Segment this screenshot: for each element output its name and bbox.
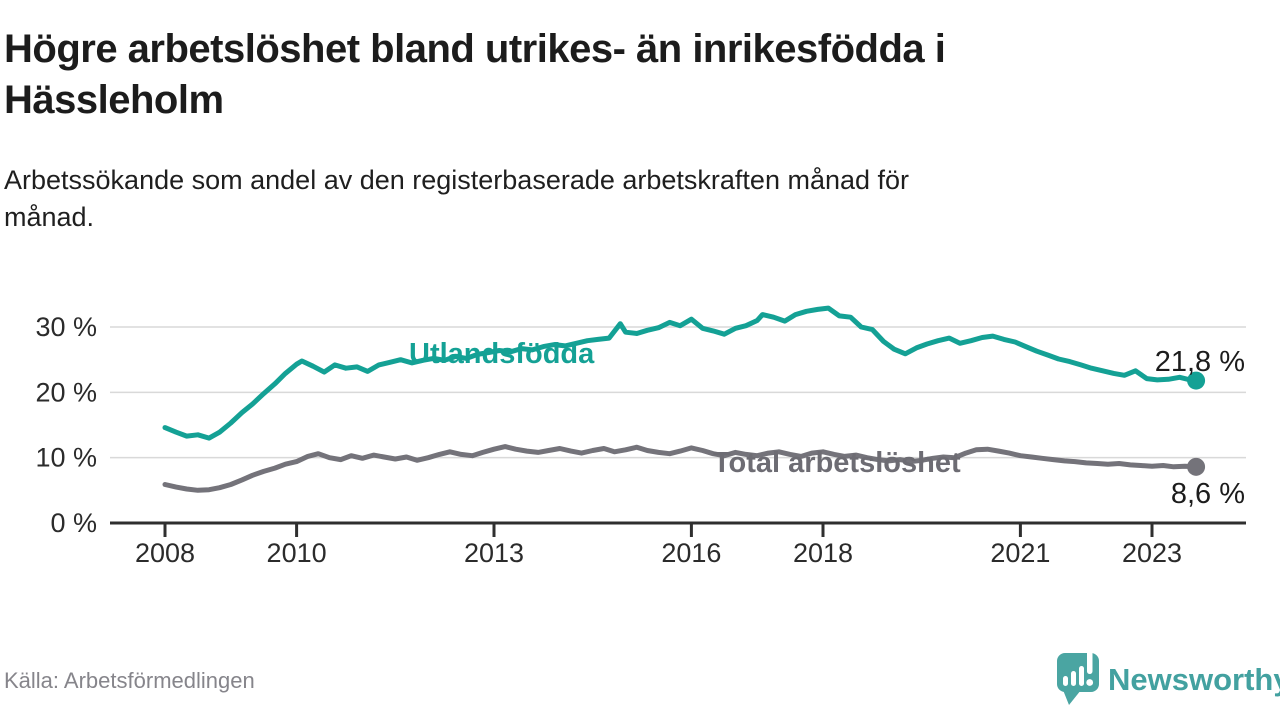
logo-exclamation-stem-icon <box>1087 650 1093 674</box>
title-line-1: Högre arbetslöshet bland utrikes- än inr… <box>4 27 946 71</box>
x-tick-label-2021: 2021 <box>990 538 1050 568</box>
chart-subtitle: Arbetssökande som andel av den registerb… <box>4 162 1224 236</box>
source-note: Källa: Arbetsförmedlingen <box>4 668 255 693</box>
title-line-2: Hässleholm <box>4 78 224 122</box>
x-tick-label-2010: 2010 <box>267 538 327 568</box>
x-tick-label-2016: 2016 <box>661 538 721 568</box>
series-label-total-arbetsloshet: Total arbetslöshet <box>713 447 961 479</box>
newsworthy-logo-icon <box>1057 650 1099 705</box>
logo-bar-small-icon <box>1063 676 1068 686</box>
logo-bar-tall-icon <box>1079 666 1084 686</box>
y-tick-label-30: 30 % <box>35 312 97 342</box>
subtitle-line-1: Arbetssökande som andel av den registerb… <box>4 165 910 195</box>
end-dot-total-arbetsloshet <box>1187 457 1206 476</box>
logo-exclamation-dot-icon <box>1086 679 1094 686</box>
subtitle-line-2: månad. <box>4 202 95 232</box>
x-tick-label-2023: 2023 <box>1122 538 1182 568</box>
newsworthy-logo: Newsworthy <box>1056 648 1280 708</box>
x-tick-label-2008: 2008 <box>135 538 195 568</box>
x-tick-label-2013: 2013 <box>464 538 524 568</box>
end-value-total-arbetsloshet: 8,6 % <box>1171 478 1245 510</box>
series-line-utlandsfodda <box>162 305 1199 441</box>
logo-bar-medium-icon <box>1071 671 1076 686</box>
end-value-utlandsfodda: 21,8 % <box>1155 346 1245 378</box>
y-tick-label-0: 0 % <box>50 508 97 538</box>
x-tick-label-2018: 2018 <box>793 538 853 568</box>
y-tick-label-10: 10 % <box>35 443 97 473</box>
series-line-total-arbetsloshet <box>162 444 1199 493</box>
newsworthy-wordmark: Newsworthy <box>1108 662 1280 697</box>
end-dot-utlandsfodda <box>1187 371 1206 390</box>
page-title: Högre arbetslöshet bland utrikes- än inr… <box>4 24 1264 126</box>
series-label-utlandsfodda: Utlandsfödda <box>409 338 595 370</box>
y-tick-label-20: 20 % <box>35 377 97 407</box>
